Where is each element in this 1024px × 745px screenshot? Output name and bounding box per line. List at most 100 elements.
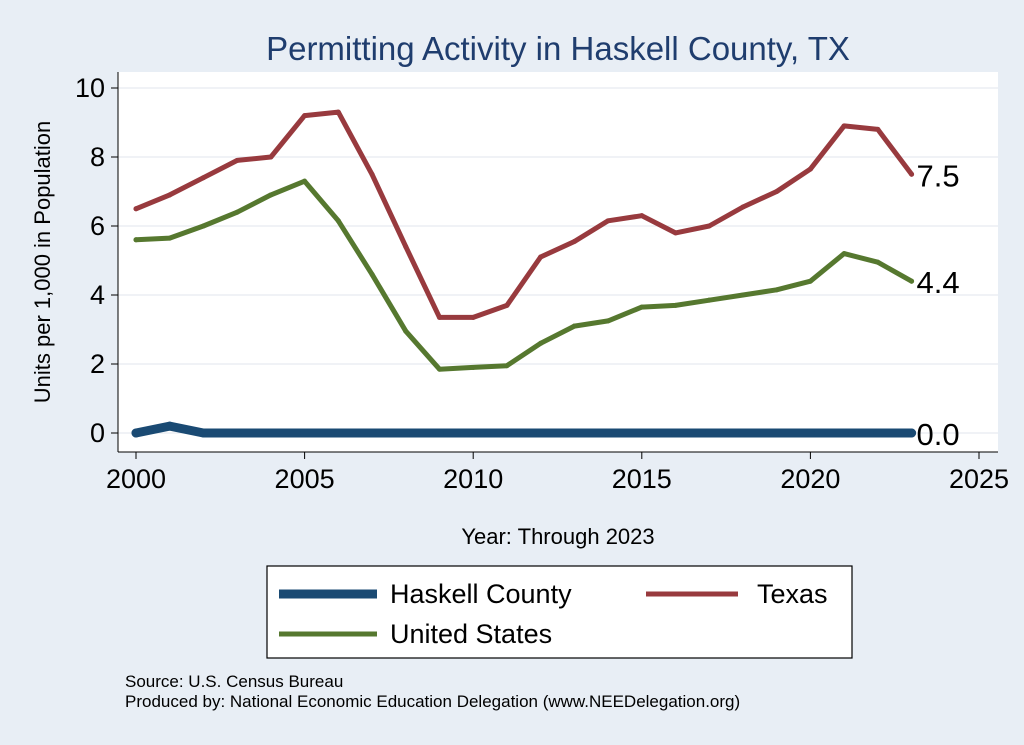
data-point-texas (875, 126, 881, 132)
series-line-united-states (133, 178, 915, 372)
data-point-texas (538, 254, 544, 260)
data-point-texas (673, 230, 679, 236)
series-line-haskell-county (131, 421, 917, 438)
data-point-haskell-county (805, 428, 815, 438)
data-point-haskell-county (704, 428, 714, 438)
data-point-texas (167, 192, 173, 198)
data-point-texas (605, 218, 611, 224)
end-labels: 0.0 7.5 4.4 (917, 158, 960, 452)
data-point-haskell-county (266, 428, 276, 438)
data-point-united-states (436, 366, 442, 372)
data-point-texas (774, 189, 780, 194)
source-note: Source: U.S. Census Bureau (125, 672, 344, 691)
legend-label-texas: Texas (757, 579, 828, 609)
data-point-haskell-county (502, 428, 512, 438)
data-point-united-states (740, 292, 746, 298)
data-point-united-states (605, 318, 611, 324)
end-label-haskell-county: 0.0 (917, 417, 960, 452)
x-tick-label: 2020 (780, 464, 840, 494)
data-point-texas (403, 244, 409, 250)
x-tick-label: 2025 (949, 464, 1009, 494)
data-point-haskell-county (839, 428, 849, 438)
data-point-united-states (234, 209, 240, 215)
data-point-haskell-county (637, 428, 647, 438)
data-point-haskell-county (603, 428, 613, 438)
data-point-haskell-county (536, 428, 546, 438)
data-point-united-states (200, 223, 206, 229)
data-point-texas (369, 171, 375, 177)
data-point-united-states (538, 340, 544, 346)
data-point-haskell-county (333, 428, 343, 438)
data-point-haskell-county (165, 421, 175, 431)
producer-note: Produced by: National Economic Education… (125, 692, 741, 711)
data-point-united-states (335, 218, 341, 224)
y-tick-label: 6 (90, 211, 105, 241)
legend-label-haskell-county: Haskell County (390, 579, 572, 609)
legend-label-united-states: United States (390, 619, 552, 649)
data-point-haskell-county (738, 428, 748, 438)
data-point-haskell-county (232, 428, 242, 438)
data-point-united-states (302, 178, 308, 184)
data-point-united-states (673, 302, 679, 308)
y-tick-label: 10 (75, 73, 105, 103)
data-point-united-states (268, 192, 274, 198)
data-point-haskell-county (873, 428, 883, 438)
data-point-haskell-county (300, 428, 310, 438)
y-tick-label: 0 (90, 418, 105, 448)
data-point-united-states (133, 237, 139, 243)
data-point-united-states (470, 364, 476, 370)
data-point-texas (706, 223, 712, 229)
data-point-texas (909, 171, 915, 177)
data-point-haskell-county (131, 428, 141, 438)
data-point-texas (302, 113, 308, 119)
x-tick-label: 2015 (612, 464, 672, 494)
data-point-texas (268, 154, 274, 160)
data-point-texas (504, 302, 510, 308)
series-line-texas (133, 109, 915, 320)
x-tick-label: 2005 (275, 464, 335, 494)
data-point-texas (234, 157, 240, 163)
data-point-united-states (167, 235, 173, 241)
series-layer (131, 109, 917, 438)
data-point-texas (841, 123, 847, 129)
end-label-texas: 7.5 (917, 158, 960, 193)
legend-box (266, 565, 853, 659)
y-tick-label: 2 (90, 349, 105, 379)
data-point-haskell-county (367, 428, 377, 438)
data-point-texas (470, 314, 476, 320)
plot-region (118, 72, 998, 452)
y-tick-label: 4 (90, 280, 105, 310)
data-point-texas (335, 109, 341, 115)
data-point-haskell-county (772, 428, 782, 438)
x-axis-title: Year: Through 2023 (461, 524, 654, 549)
data-point-united-states (706, 297, 712, 303)
data-point-united-states (909, 278, 915, 284)
data-point-united-states (841, 251, 847, 257)
tick-marks: 0 2 4 6 8 10 2000 2005 2010 2015 2020 2025 (75, 73, 1009, 494)
data-point-united-states (369, 271, 375, 277)
axes (117, 72, 998, 453)
chart-title: Permitting Activity in Haskell County, T… (266, 30, 850, 67)
chart-notes: Source: U.S. Census Bureau Produced by: … (125, 672, 740, 712)
data-point-haskell-county (907, 428, 917, 438)
data-point-united-states (875, 259, 881, 265)
data-point-haskell-county (569, 428, 579, 438)
y-tick-label: 8 (90, 142, 105, 172)
data-point-texas (200, 175, 206, 181)
data-point-united-states (571, 323, 577, 329)
data-point-texas (807, 166, 813, 172)
data-point-haskell-county (401, 428, 411, 438)
data-point-united-states (403, 328, 409, 334)
data-point-haskell-county (468, 428, 478, 438)
end-label-united-states: 4.4 (917, 265, 960, 300)
data-point-texas (571, 239, 577, 245)
data-point-united-states (807, 278, 813, 284)
data-point-united-states (774, 287, 780, 293)
data-point-texas (133, 206, 139, 212)
data-point-texas (740, 204, 746, 210)
data-point-haskell-county (434, 428, 444, 438)
data-point-haskell-county (198, 428, 208, 438)
data-point-united-states (504, 363, 510, 369)
data-point-texas (639, 213, 645, 219)
